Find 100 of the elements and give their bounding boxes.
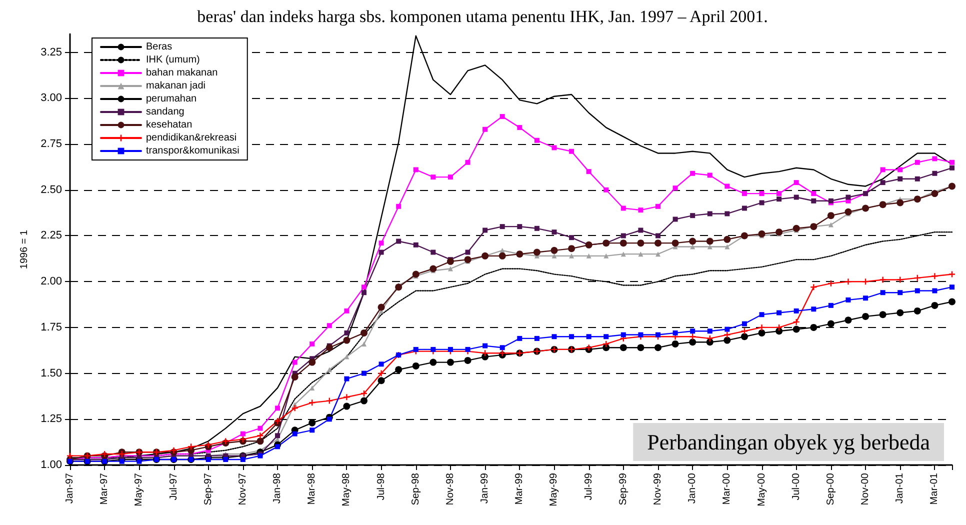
point (724, 332, 730, 338)
y-axis-title: 1996 = 1 (19, 229, 30, 270)
point (378, 304, 385, 311)
point (724, 184, 730, 189)
point (119, 458, 124, 464)
point (828, 302, 834, 308)
x-tick-label: Sep-98 (410, 472, 422, 506)
point (344, 308, 350, 314)
point (326, 344, 333, 352)
point (654, 344, 662, 352)
point (604, 334, 609, 340)
point (689, 238, 696, 245)
point (586, 253, 592, 258)
point (395, 366, 402, 374)
point (291, 373, 298, 380)
point (794, 180, 799, 186)
x-tick-label: Jan-00 (687, 472, 698, 504)
point (362, 341, 366, 346)
point (690, 244, 696, 250)
point (638, 208, 644, 213)
point (500, 345, 505, 350)
point (170, 447, 177, 454)
point (257, 432, 264, 439)
point (446, 358, 454, 366)
point (362, 290, 366, 296)
x-tick-label: Jul-00 (790, 472, 802, 500)
point (794, 308, 799, 314)
point (724, 211, 730, 216)
point (690, 170, 696, 176)
x-tick-label: Jan-99 (480, 472, 491, 504)
point (569, 334, 574, 340)
point (569, 253, 574, 258)
point (950, 284, 954, 290)
point (430, 358, 437, 366)
point (362, 284, 366, 290)
point (344, 354, 350, 360)
point (863, 296, 868, 301)
point (620, 206, 626, 211)
point (637, 240, 644, 247)
point (880, 290, 886, 296)
point (707, 328, 712, 334)
point (759, 312, 764, 318)
point (430, 346, 436, 352)
point (950, 165, 954, 170)
point (292, 431, 298, 436)
point (188, 444, 194, 450)
point (378, 377, 385, 384)
legend-label: sandang (146, 106, 184, 118)
point (690, 328, 696, 334)
point (932, 273, 938, 280)
point (448, 346, 453, 352)
point (343, 402, 350, 410)
point (827, 212, 834, 220)
point (862, 312, 870, 320)
point (240, 436, 246, 442)
point (465, 346, 470, 352)
point (482, 353, 489, 360)
point (706, 338, 714, 346)
point (240, 431, 246, 436)
point (638, 252, 644, 257)
point (846, 194, 851, 200)
point (396, 238, 402, 244)
point (343, 336, 350, 344)
point (552, 334, 557, 340)
point (413, 346, 418, 352)
point (275, 406, 280, 411)
point (206, 457, 211, 462)
x-tick-label: Mar-01 (929, 472, 940, 505)
y-tick-label: 3.00 (40, 92, 62, 104)
x-tick-label: Jan-98 (272, 472, 284, 504)
point (742, 206, 747, 211)
point (326, 398, 332, 404)
point (690, 213, 696, 218)
point (689, 338, 696, 346)
point (552, 230, 557, 235)
point (794, 194, 799, 200)
point (395, 284, 402, 291)
point (896, 309, 904, 316)
point (448, 266, 453, 272)
point (620, 240, 627, 247)
point (724, 326, 730, 332)
point (310, 341, 315, 346)
point (672, 240, 679, 247)
point (776, 328, 783, 335)
point (828, 222, 834, 228)
point (517, 125, 522, 130)
point (223, 457, 228, 462)
legend-label: Beras (146, 42, 172, 52)
point (498, 252, 506, 260)
point (949, 271, 955, 278)
point (896, 199, 904, 206)
point (550, 246, 558, 254)
point (656, 233, 660, 238)
point (360, 329, 368, 336)
point (308, 419, 316, 426)
y-tick-label: 2.75 (40, 138, 62, 150)
point (464, 356, 472, 364)
point (914, 307, 921, 314)
point (465, 250, 470, 255)
point (413, 167, 418, 172)
